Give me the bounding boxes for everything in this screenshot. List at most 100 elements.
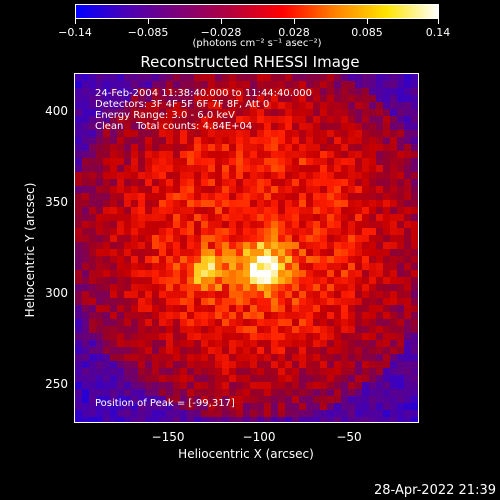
map-pixel: [257, 172, 264, 179]
map-pixel: [117, 88, 124, 95]
map-pixel: [229, 284, 236, 291]
map-pixel: [131, 340, 138, 347]
map-pixel: [271, 305, 278, 312]
map-pixel: [334, 375, 341, 382]
map-pixel: [173, 340, 180, 347]
map-pixel: [362, 242, 369, 249]
map-pixel: [404, 312, 411, 319]
map-pixel: [124, 312, 131, 319]
info-clean-counts: Clean Total counts: 4.84E+04: [95, 121, 253, 132]
map-pixel: [250, 81, 257, 88]
map-pixel: [236, 361, 243, 368]
map-pixel: [355, 347, 362, 354]
map-pixel: [355, 389, 362, 396]
map-pixel: [292, 130, 299, 137]
map-pixel: [236, 347, 243, 354]
map-pixel: [166, 403, 173, 410]
map-pixel: [187, 305, 194, 312]
map-pixel: [257, 270, 264, 277]
map-pixel: [411, 81, 418, 88]
map-pixel: [383, 417, 390, 422]
map-pixel: [215, 88, 222, 95]
map-pixel: [229, 305, 236, 312]
map-pixel: [138, 123, 145, 130]
map-pixel: [138, 95, 145, 102]
map-pixel: [348, 81, 355, 88]
map-pixel: [348, 417, 355, 422]
map-pixel: [257, 319, 264, 326]
map-pixel: [341, 228, 348, 235]
map-pixel: [215, 389, 222, 396]
map-pixel: [250, 228, 257, 235]
map-pixel: [229, 207, 236, 214]
map-pixel: [110, 116, 117, 123]
map-pixel: [180, 88, 187, 95]
map-pixel: [194, 417, 201, 422]
map-pixel: [201, 186, 208, 193]
map-pixel: [250, 319, 257, 326]
map-pixel: [75, 396, 82, 403]
map-pixel: [376, 368, 383, 375]
map-pixel: [257, 291, 264, 298]
map-pixel: [257, 326, 264, 333]
map-pixel: [159, 249, 166, 256]
map-pixel: [404, 214, 411, 221]
map-pixel: [166, 172, 173, 179]
map-pixel: [264, 186, 271, 193]
map-pixel: [152, 165, 159, 172]
map-pixel: [404, 396, 411, 403]
map-pixel: [236, 144, 243, 151]
map-pixel: [306, 109, 313, 116]
map-pixel: [96, 417, 103, 422]
map-pixel: [187, 340, 194, 347]
map-pixel: [208, 298, 215, 305]
map-pixel: [131, 270, 138, 277]
map-pixel: [404, 368, 411, 375]
map-pixel: [201, 319, 208, 326]
map-pixel: [117, 137, 124, 144]
map-pixel: [236, 221, 243, 228]
map-pixel: [397, 74, 404, 81]
map-pixel: [138, 165, 145, 172]
map-pixel: [250, 88, 257, 95]
map-pixel: [145, 263, 152, 270]
map-pixel: [208, 319, 215, 326]
map-pixel: [334, 305, 341, 312]
map-pixel: [187, 270, 194, 277]
map-pixel: [243, 263, 250, 270]
map-pixel: [201, 249, 208, 256]
map-pixel: [355, 144, 362, 151]
map-pixel: [145, 256, 152, 263]
map-pixel: [404, 277, 411, 284]
map-pixel: [327, 326, 334, 333]
map-pixel: [82, 382, 89, 389]
map-pixel: [278, 354, 285, 361]
map-pixel: [292, 109, 299, 116]
map-pixel: [117, 396, 124, 403]
map-pixel: [243, 102, 250, 109]
map-pixel: [334, 74, 341, 81]
map-pixel: [96, 333, 103, 340]
map-pixel: [75, 326, 82, 333]
map-pixel: [390, 326, 397, 333]
map-pixel: [145, 144, 152, 151]
map-pixel: [82, 130, 89, 137]
map-pixel: [320, 305, 327, 312]
map-pixel: [89, 144, 96, 151]
map-pixel: [250, 403, 257, 410]
map-pixel: [103, 95, 110, 102]
map-pixel: [117, 375, 124, 382]
map-pixel: [110, 263, 117, 270]
map-pixel: [411, 186, 418, 193]
map-pixel: [327, 102, 334, 109]
map-pixel: [285, 319, 292, 326]
map-pixel: [96, 340, 103, 347]
map-pixel: [103, 130, 110, 137]
map-pixel: [131, 137, 138, 144]
map-pixel: [355, 319, 362, 326]
map-pixel: [278, 200, 285, 207]
map-pixel: [138, 277, 145, 284]
map-pixel: [215, 172, 222, 179]
map-pixel: [404, 228, 411, 235]
map-pixel: [187, 361, 194, 368]
